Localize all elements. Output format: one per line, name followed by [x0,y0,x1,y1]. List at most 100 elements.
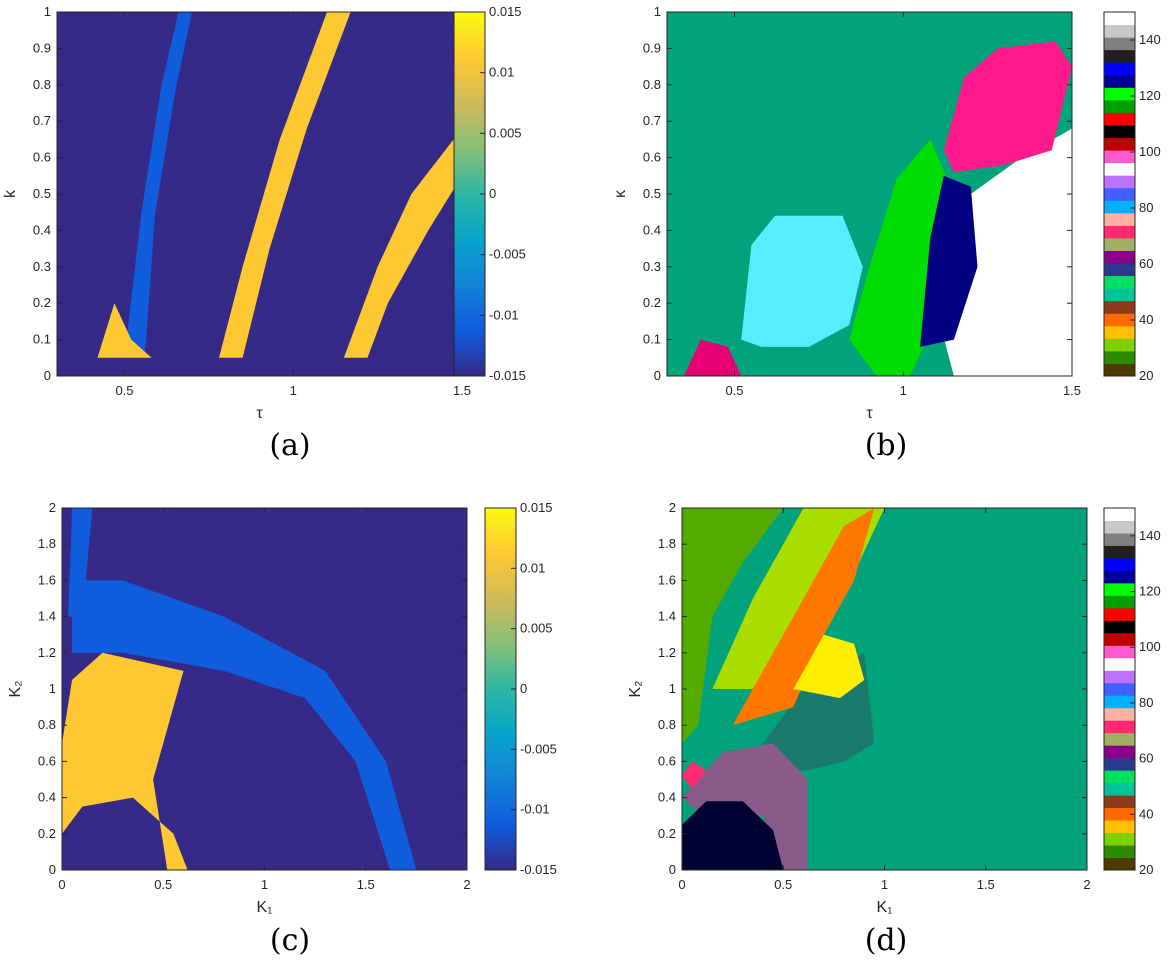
y-tick-label: 1.8 [38,536,56,551]
y-tick-label: 1.6 [38,572,56,587]
y-tick-label: 1.2 [658,645,676,660]
heatmap-c: 0 0.5 1 1.5 2 0 0.2 0.4 0.6 0.8 1 1.2 1.4 1.6 1.8 2 K₁ K₂… [7,500,557,958]
y-tick-label: 0.8 [33,77,51,92]
colorbar-tick-label: 100 [1139,144,1161,159]
x-tick-label: 1.5 [357,877,375,892]
y-tick-label: 0.4 [33,222,51,237]
heatmap-region-1 [682,508,784,744]
y-tick-label: 0.2 [658,826,676,841]
colorbar-step [1104,175,1135,189]
colorbar-box [1103,11,1136,377]
panel-caption: (d) [865,923,908,958]
y-axis-label: K₂ [627,681,644,698]
colorbar-step [1104,670,1135,684]
x-tick-label: 2 [463,877,470,892]
colorbar-step [1104,632,1135,646]
colorbar-step [1104,832,1135,846]
heatmap-b: 0.5 1 1.5 0 0.1 0.2 0.3 0.4 0.5 0.6 0.7 0.8 0.9 1 τ κ 20… [612,4,1161,463]
heatmap-region-2 [219,12,351,358]
colorbar-step [1104,74,1135,88]
colorbar-step [1104,582,1135,596]
y-axis-label: k [2,189,19,198]
y-tick-label: 0 [669,862,676,877]
plot-area [57,12,462,376]
panel-caption: (c) [270,923,310,958]
colorbar-step [1104,363,1135,377]
colorbar-step [1104,263,1135,277]
y-tick-label: 0.1 [643,332,661,347]
colorbar-tick-label: -0.015 [489,368,526,383]
colorbar-step [1104,607,1135,621]
colorbar-tick-label: 120 [1139,584,1161,599]
colorbar-step [1104,37,1135,51]
colorbar-step [1104,237,1135,251]
colorbar-tick-label: 0 [489,186,496,201]
colorbar-tick-label: 100 [1139,639,1161,654]
y-tick-label: 0.2 [38,826,56,841]
plot-area [682,508,1087,870]
x-axis-label: K₁ [876,899,892,916]
panel-a: 0.5 1 1.5 0 0.1 0.2 0.3 0.4 0.5 0.6 0.7 0.8 0.9 1 τ k -0… [0,0,560,475]
colorbar-step [1104,313,1135,327]
heatmap-region-3 [62,652,188,870]
y-tick-label: 2 [49,500,56,515]
colorbar-tick-label: 40 [1139,312,1153,327]
heatmap-region-2 [68,508,93,617]
colorbar-step [1104,212,1135,226]
y-tick-label: 1.8 [658,536,676,551]
colorbar-step [1104,99,1135,113]
y-tick-label: 0.9 [643,40,661,55]
x-axis-label: K₁ [256,899,272,916]
y-tick-label: 1.6 [658,572,676,587]
colorbar-tick-label: 60 [1139,751,1153,766]
colorbar-step [1104,200,1135,214]
x-tick-label: 0.5 [725,383,743,398]
colorbar-tick-label: -0.015 [520,862,557,877]
y-tick-label: 0.5 [33,186,51,201]
heatmap-region-6 [683,339,742,376]
x-tick-label: 0.5 [154,877,172,892]
x-tick-label: 1 [900,383,907,398]
colorbar-tick-label: -0.01 [489,307,519,322]
colorbar-tick-label: 120 [1139,88,1161,103]
colorbar-step [1104,62,1135,76]
colorbar-step [1104,732,1135,746]
colorbar-step [1104,137,1135,151]
x-tick-label: 2 [1083,877,1090,892]
y-tick-label: 2 [669,500,676,515]
y-tick-label: 0.8 [643,77,661,92]
colorbar-step [1104,645,1135,659]
colorbar [485,508,516,870]
colorbar-step [1104,12,1135,26]
colorbar-tick-label: 20 [1139,862,1153,877]
panel-caption: (b) [865,428,908,463]
x-tick-label: 0.5 [774,877,792,892]
y-tick-label: 0.8 [658,717,676,732]
colorbar-step [1104,275,1135,289]
colorbar-tick-label: 0.01 [520,560,545,575]
heatmap-region-4 [97,303,152,358]
colorbar-tick-label: 0.01 [489,65,514,80]
heatmap-background [57,12,462,376]
colorbar-step [1104,857,1135,871]
x-tick-label: 1.5 [1063,383,1081,398]
colorbar-step [1104,124,1135,139]
x-axis-label: τ [866,405,873,422]
y-tick-label: 0.9 [33,40,51,55]
colorbar-tick-label: 80 [1139,695,1153,710]
colorbar-step [1104,720,1135,734]
colorbar-tick-label: 0.005 [520,621,553,636]
colorbar-step [1104,508,1135,521]
x-tick-label: 1.5 [453,383,471,398]
colorbar-step [1104,770,1135,784]
colorbar-step [1104,757,1135,771]
panel-d: 0 0.5 1 1.5 2 0 0.2 0.4 0.6 0.8 1 1.2 1.4 1.6 1.8 2 K₁ K₂… [590,490,1174,974]
colorbar-step [1104,695,1135,709]
colorbar-tick-label: 0.015 [489,4,522,19]
y-tick-label: 0.4 [38,790,56,805]
y-axis-label: K₂ [7,681,24,698]
colorbar-step [1104,845,1135,859]
colorbar-tick-label: 0 [520,681,527,696]
y-tick-label: 0.6 [33,150,51,165]
colorbar-step [1104,187,1135,201]
